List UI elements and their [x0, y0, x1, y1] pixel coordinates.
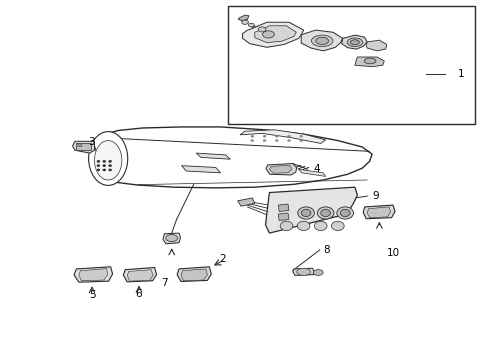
Polygon shape	[73, 141, 95, 153]
Ellipse shape	[297, 268, 311, 275]
Polygon shape	[270, 165, 292, 173]
Polygon shape	[127, 270, 153, 281]
Polygon shape	[238, 198, 255, 206]
Ellipse shape	[103, 169, 106, 171]
Ellipse shape	[340, 210, 350, 217]
Ellipse shape	[263, 139, 266, 141]
Ellipse shape	[347, 38, 363, 46]
Ellipse shape	[298, 207, 315, 219]
Polygon shape	[266, 163, 297, 175]
Ellipse shape	[297, 221, 310, 230]
Polygon shape	[181, 166, 221, 173]
Ellipse shape	[103, 160, 106, 162]
Ellipse shape	[242, 20, 248, 24]
Ellipse shape	[97, 165, 100, 167]
Bar	[228, 6, 475, 125]
Text: 2: 2	[220, 254, 226, 264]
Ellipse shape	[275, 135, 278, 137]
Polygon shape	[366, 40, 387, 51]
Ellipse shape	[301, 210, 311, 217]
Polygon shape	[342, 35, 367, 49]
Ellipse shape	[97, 160, 100, 162]
Ellipse shape	[288, 139, 291, 141]
Polygon shape	[79, 269, 108, 281]
Text: 6: 6	[136, 289, 142, 299]
Polygon shape	[293, 268, 315, 275]
Ellipse shape	[166, 234, 177, 242]
Polygon shape	[240, 130, 326, 143]
Ellipse shape	[316, 37, 329, 44]
Ellipse shape	[109, 160, 112, 162]
Ellipse shape	[263, 135, 266, 137]
Ellipse shape	[251, 135, 254, 137]
Text: 4: 4	[314, 164, 320, 174]
Ellipse shape	[300, 139, 303, 141]
Text: 9: 9	[372, 191, 379, 201]
Polygon shape	[196, 153, 230, 159]
Polygon shape	[238, 15, 249, 21]
Ellipse shape	[331, 221, 344, 230]
Ellipse shape	[248, 23, 254, 27]
Text: 5: 5	[89, 290, 96, 300]
Polygon shape	[367, 207, 391, 218]
Ellipse shape	[258, 27, 266, 32]
Ellipse shape	[280, 221, 293, 230]
Ellipse shape	[364, 58, 376, 64]
Bar	[76, 143, 91, 149]
Ellipse shape	[89, 132, 128, 185]
Ellipse shape	[251, 139, 254, 141]
Text: 1: 1	[458, 69, 464, 79]
Polygon shape	[123, 267, 157, 282]
Polygon shape	[181, 269, 207, 281]
Ellipse shape	[312, 35, 333, 46]
Ellipse shape	[314, 270, 323, 275]
Polygon shape	[177, 267, 211, 282]
Ellipse shape	[315, 221, 327, 230]
Ellipse shape	[350, 40, 359, 45]
Ellipse shape	[275, 139, 278, 141]
Ellipse shape	[318, 207, 334, 219]
Ellipse shape	[78, 144, 82, 147]
Ellipse shape	[300, 135, 303, 137]
Ellipse shape	[288, 135, 291, 137]
Ellipse shape	[95, 140, 122, 180]
Polygon shape	[363, 205, 395, 219]
Polygon shape	[243, 22, 304, 47]
Polygon shape	[278, 213, 289, 221]
Ellipse shape	[321, 210, 331, 217]
Ellipse shape	[263, 31, 274, 38]
Polygon shape	[355, 57, 384, 67]
Polygon shape	[278, 204, 289, 212]
Polygon shape	[301, 30, 343, 51]
Polygon shape	[95, 127, 372, 188]
Ellipse shape	[109, 165, 112, 167]
Text: 8: 8	[323, 245, 330, 255]
Polygon shape	[255, 26, 296, 42]
Ellipse shape	[109, 169, 112, 171]
Ellipse shape	[337, 207, 353, 219]
Polygon shape	[299, 169, 326, 176]
Polygon shape	[266, 187, 357, 233]
Ellipse shape	[252, 26, 258, 30]
Ellipse shape	[103, 165, 106, 167]
Polygon shape	[74, 267, 113, 282]
Text: 7: 7	[161, 278, 168, 288]
Ellipse shape	[97, 169, 100, 171]
Text: 3: 3	[89, 138, 95, 147]
Text: 10: 10	[387, 248, 400, 258]
Polygon shape	[163, 233, 180, 244]
